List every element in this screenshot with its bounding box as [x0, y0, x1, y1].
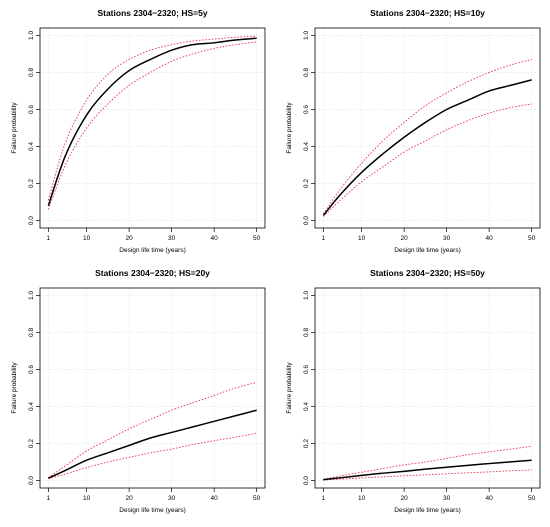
chart-title: Stations 2304−2320; HS=5y [97, 8, 207, 18]
upper-bound-line [47, 35, 257, 201]
y-tick-label: 0.8 [28, 68, 35, 77]
y-tick-label: 0.2 [28, 439, 35, 448]
estimate-line [47, 37, 257, 207]
y-tick-label: 1.0 [303, 291, 310, 300]
x-axis-label: Design life time (years) [394, 247, 460, 254]
x-tick-label: 20 [400, 495, 408, 502]
x-tick-label: 20 [125, 495, 133, 502]
x-tick-label: 30 [443, 495, 451, 502]
y-axis-label: Failure probability [286, 102, 293, 154]
y-tick-label: 0.2 [303, 439, 310, 448]
x-tick-label: 50 [253, 235, 261, 242]
plot-frame [314, 287, 541, 489]
y-tick-label: 0.8 [303, 328, 310, 337]
upper-bound-line [322, 59, 532, 215]
plot-frame [39, 27, 266, 229]
x-axis-label: Design life time (years) [394, 507, 460, 514]
y-tick-label: 0.6 [28, 105, 35, 114]
y-tick-label: 0.0 [28, 476, 35, 485]
x-tick-label: 30 [168, 495, 176, 502]
y-tick-label: 0.0 [28, 216, 35, 225]
y-tick-label: 0.0 [303, 216, 310, 225]
x-tick-label: 50 [253, 495, 261, 502]
x-tick-label: 1 [47, 495, 51, 502]
y-tick-label: 0.4 [28, 402, 35, 411]
x-tick-label: 1 [322, 495, 326, 502]
chart-title: Stations 2304−2320; HS=10y [370, 8, 485, 18]
x-tick-label: 1 [322, 235, 326, 242]
y-tick-label: 0.6 [303, 365, 310, 374]
x-axis-label: Design life time (years) [119, 247, 185, 254]
plot-frame [39, 287, 266, 489]
y-tick-label: 0.0 [303, 476, 310, 485]
y-tick-label: 0.8 [303, 68, 310, 77]
upper-bound-line [48, 382, 257, 478]
x-tick-label: 40 [486, 235, 494, 242]
x-tick-label: 10 [83, 495, 91, 502]
y-tick-label: 0.6 [303, 105, 310, 114]
y-axis-label: Failure probability [11, 102, 18, 154]
chart-title: Stations 2304−2320; HS=20y [95, 268, 210, 278]
chart-panel-3: 1 10 20 30 40 50 0.0 0.2 0.4 0.6 0.8 1.0 Stations 23… [11, 268, 266, 514]
x-tick-label: 1 [47, 235, 51, 242]
x-tick-label: 30 [443, 235, 451, 242]
x-tick-label: 30 [168, 235, 176, 242]
x-tick-label: 20 [400, 235, 408, 242]
estimate-line [323, 459, 532, 481]
y-tick-label: 0.6 [28, 365, 35, 374]
x-axis-label: Design life time (years) [119, 507, 185, 514]
x-tick-label: 10 [358, 495, 366, 502]
y-axis-label: Failure probability [286, 362, 293, 414]
y-tick-label: 0.2 [303, 179, 310, 188]
x-tick-label: 20 [125, 235, 133, 242]
lower-bound-line [47, 41, 257, 210]
x-tick-label: 10 [83, 235, 91, 242]
x-tick-label: 50 [528, 495, 536, 502]
x-tick-label: 40 [486, 495, 494, 502]
lower-bound-line [323, 469, 532, 481]
y-tick-label: 0.8 [28, 328, 35, 337]
x-tick-label: 10 [358, 235, 366, 242]
chart-panel-4: 1 10 20 30 40 50 0.0 0.2 0.4 0.6 0.8 1.0 Stations 23… [286, 268, 541, 514]
y-tick-label: 1.0 [303, 31, 310, 40]
chart-panel-1: 1 10 20 30 40 50 0.0 0.2 0.4 0.6 0.8 1.0 Stations 23… [11, 8, 266, 254]
plot-frame [314, 27, 541, 229]
chart-title: Stations 2304−2320; HS=50y [370, 268, 485, 278]
chart-panel-2: 1 10 20 30 40 50 0.0 0.2 0.4 0.6 0.8 1.0 Stations 23… [286, 8, 541, 254]
y-tick-label: 0.4 [28, 142, 35, 151]
y-axis-label: Failure probability [11, 362, 18, 414]
x-tick-label: 40 [211, 495, 219, 502]
y-tick-label: 0.4 [303, 402, 310, 411]
y-tick-label: 1.0 [28, 31, 35, 40]
y-tick-label: 1.0 [28, 291, 35, 300]
y-tick-label: 0.2 [28, 179, 35, 188]
x-tick-label: 40 [211, 235, 219, 242]
estimate-line [48, 409, 257, 479]
estimate-line [322, 79, 532, 216]
lower-bound-line [48, 432, 257, 480]
y-tick-label: 0.4 [303, 142, 310, 151]
upper-bound-line [323, 445, 532, 480]
x-tick-label: 50 [528, 235, 536, 242]
